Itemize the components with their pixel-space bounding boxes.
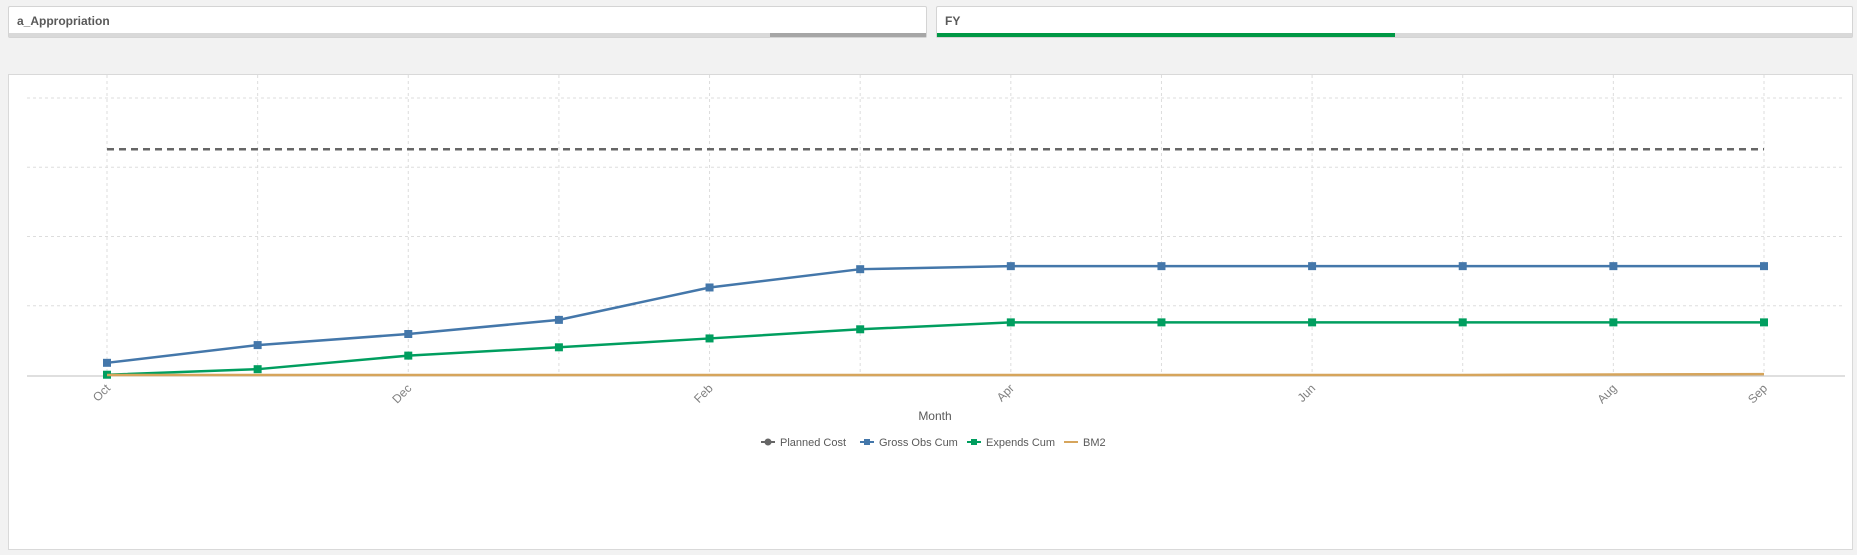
data-point-gross-obs-cum xyxy=(1308,262,1317,271)
fy-filter[interactable]: FY xyxy=(936,6,1853,38)
data-point-expends-cum xyxy=(1609,318,1618,327)
line-chart: Oct Dec Feb Apr Jun Aug Sep Month Planned Cost Gr… xyxy=(27,75,1845,449)
data-point-gross-obs-cum xyxy=(103,358,111,367)
legend-label: Gross Obs Cum xyxy=(879,437,958,449)
data-point-expends-cum xyxy=(1458,318,1467,327)
series-line-bm2 xyxy=(107,372,1765,377)
appropriation-filter-bar-fill xyxy=(770,33,926,37)
x-tick-label: Aug xyxy=(1594,381,1619,406)
fy-filter-bar xyxy=(937,33,1852,37)
x-tick-label: Sep xyxy=(1745,381,1770,406)
data-point-gross-obs-cum xyxy=(253,341,262,350)
line-chart-panel: Oct Dec Feb Apr Jun Aug Sep Month Planned Cost Gr… xyxy=(8,74,1853,550)
series-line-gross-obs-cum xyxy=(106,264,1764,365)
legend-label: BM2 xyxy=(1083,437,1106,449)
data-point-gross-obs-cum xyxy=(404,330,413,339)
data-point-gross-obs-cum xyxy=(856,265,865,274)
data-point-expends-cum xyxy=(705,334,714,343)
data-point-gross-obs-cum xyxy=(1458,262,1467,271)
data-point-gross-obs-cum xyxy=(554,315,563,324)
x-tick-label: Feb xyxy=(691,381,716,406)
appropriation-filter[interactable]: a_Appropriation xyxy=(8,6,927,38)
legend-label: Expends Cum xyxy=(986,437,1055,449)
x-tick-label: Apr xyxy=(994,381,1017,404)
data-point-expends-cum xyxy=(856,325,865,334)
legend-swatch-marker xyxy=(864,439,870,445)
series-line-expends-cum xyxy=(106,321,1764,376)
data-point-expends-cum xyxy=(1308,318,1317,327)
legend-swatch-marker xyxy=(764,438,772,446)
data-point-gross-obs-cum xyxy=(1760,262,1768,271)
x-axis-title: Month xyxy=(918,409,951,423)
data-point-expends-cum xyxy=(1006,318,1015,327)
x-tick-label: Dec xyxy=(389,381,414,406)
fy-filter-bar-fill xyxy=(937,33,1395,37)
legend-swatch-marker xyxy=(971,439,977,445)
data-point-gross-obs-cum xyxy=(1609,262,1618,271)
data-point-gross-obs-cum xyxy=(1157,262,1166,271)
data-point-expends-cum xyxy=(253,365,262,374)
fy-filter-label: FY xyxy=(945,14,961,28)
legend-label: Planned Cost xyxy=(780,437,846,449)
data-point-expends-cum xyxy=(1760,318,1768,327)
appropriation-filter-label: a_Appropriation xyxy=(17,14,110,28)
data-point-gross-obs-cum xyxy=(1006,262,1015,271)
appropriation-filter-bar xyxy=(9,33,926,37)
data-point-expends-cum xyxy=(1157,318,1166,327)
data-point-expends-cum xyxy=(404,351,413,360)
x-tick-label: Oct xyxy=(90,381,114,405)
data-point-gross-obs-cum xyxy=(705,283,714,292)
data-point-expends-cum xyxy=(554,343,563,352)
x-tick-label: Jun xyxy=(1295,381,1319,405)
